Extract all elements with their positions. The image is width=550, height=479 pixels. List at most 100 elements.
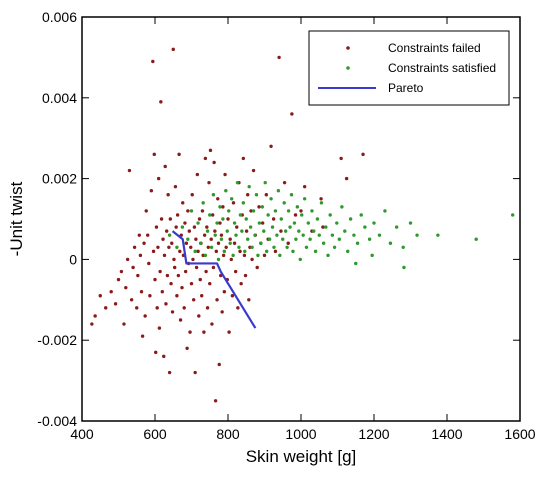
- satisfied-point: [215, 221, 219, 225]
- failed-point: [197, 217, 202, 221]
- failed-point: [191, 257, 195, 262]
- failed-point: [137, 233, 142, 237]
- failed-point: [205, 306, 210, 310]
- satisfied-point: [196, 221, 200, 225]
- satisfied-point: [346, 249, 350, 254]
- satisfied-point: [313, 249, 318, 254]
- x-tick-label: 1400: [431, 426, 462, 442]
- satisfied-point: [272, 245, 276, 249]
- failed-point: [216, 197, 220, 201]
- failed-point: [257, 205, 261, 209]
- failed-point: [159, 217, 164, 221]
- satisfied-point: [211, 193, 216, 197]
- failed-point: [93, 314, 97, 318]
- failed-point: [142, 241, 146, 245]
- failed-point: [230, 294, 235, 298]
- satisfied-point: [240, 229, 244, 233]
- failed-point: [221, 253, 226, 258]
- failed-point: [321, 225, 325, 229]
- failed-point: [98, 294, 102, 298]
- satisfied-point: [306, 221, 310, 225]
- failed-point: [344, 176, 349, 181]
- satisfied-point: [251, 209, 256, 213]
- failed-point: [166, 193, 170, 197]
- y-tick-label: -0.002: [37, 332, 77, 348]
- failed-point: [122, 322, 126, 326]
- failed-point: [228, 237, 232, 241]
- failed-point: [217, 362, 221, 367]
- satisfied-point: [229, 197, 234, 201]
- legend: Constraints failed Constraints satisfied…: [308, 30, 510, 106]
- satisfied-point: [237, 245, 241, 249]
- satisfied-point: [289, 193, 294, 197]
- failed-point: [143, 314, 147, 318]
- failed-point: [211, 265, 216, 270]
- x-axis: 400 600 800 1000 1200 1400 1600: [70, 17, 536, 442]
- failed-point: [208, 148, 213, 153]
- satisfied-point: [259, 241, 263, 245]
- failed-point: [241, 156, 246, 161]
- failed-point: [160, 290, 164, 294]
- failed-point: [159, 100, 163, 104]
- satisfied-point: [315, 217, 320, 221]
- satisfied-point: [241, 201, 246, 205]
- y-tick-label: 0.002: [42, 171, 77, 187]
- failed-point: [302, 184, 307, 189]
- legend-label-pareto: Pareto: [388, 81, 424, 95]
- failed-point: [243, 273, 248, 278]
- failed-point: [167, 370, 172, 375]
- y-axis: -0.004 -0.002 0 0.002 0.004 0.006: [37, 9, 520, 429]
- failed-points-group: [90, 47, 365, 403]
- failed-point: [135, 306, 139, 310]
- satisfied-point: [234, 233, 238, 237]
- failed-point: [233, 269, 238, 274]
- failed-point: [136, 273, 140, 278]
- failed-point: [125, 257, 130, 262]
- satisfied-point: [359, 213, 363, 217]
- failed-point: [152, 152, 156, 157]
- failed-point: [182, 306, 186, 310]
- x-tick-label: 600: [143, 426, 167, 442]
- failed-point: [138, 253, 143, 258]
- failed-point: [183, 269, 188, 274]
- satisfied-point: [377, 233, 382, 237]
- failed-point: [173, 265, 177, 270]
- failed-point: [215, 298, 219, 302]
- satisfied-point: [248, 225, 253, 229]
- failed-point: [168, 217, 173, 221]
- satisfied-point: [221, 217, 225, 221]
- failed-point: [290, 112, 294, 116]
- y-axis-title: -Unit twist: [7, 181, 26, 256]
- satisfied-point: [319, 201, 324, 205]
- satisfied-point: [244, 217, 248, 221]
- satisfied-point: [286, 209, 291, 213]
- x-tick-label: 1000: [285, 426, 316, 442]
- satisfied-point: [332, 245, 337, 249]
- satisfied-point: [270, 225, 275, 229]
- failed-point: [249, 209, 253, 213]
- failed-point: [195, 172, 200, 177]
- failed-point: [221, 205, 225, 209]
- failed-point: [319, 197, 323, 201]
- failed-point: [173, 184, 178, 189]
- failed-point: [153, 277, 157, 282]
- satisfied-point: [279, 217, 283, 221]
- failed-point: [124, 285, 128, 290]
- failed-point: [113, 302, 118, 306]
- failed-point: [178, 318, 183, 322]
- satisfied-point: [288, 225, 292, 229]
- satisfied-point: [205, 229, 210, 233]
- failed-point: [165, 273, 170, 278]
- failed-point: [269, 144, 273, 148]
- satisfied-point: [402, 265, 406, 270]
- satisfied-point: [292, 221, 297, 225]
- failed-point: [236, 306, 240, 310]
- satisfied-point: [308, 237, 312, 241]
- satisfied-point: [283, 229, 288, 233]
- failed-point: [180, 285, 184, 290]
- satisfied-point: [348, 217, 353, 221]
- satisfied-point: [321, 241, 326, 245]
- failed-point: [139, 290, 144, 294]
- satisfied-point: [301, 233, 305, 237]
